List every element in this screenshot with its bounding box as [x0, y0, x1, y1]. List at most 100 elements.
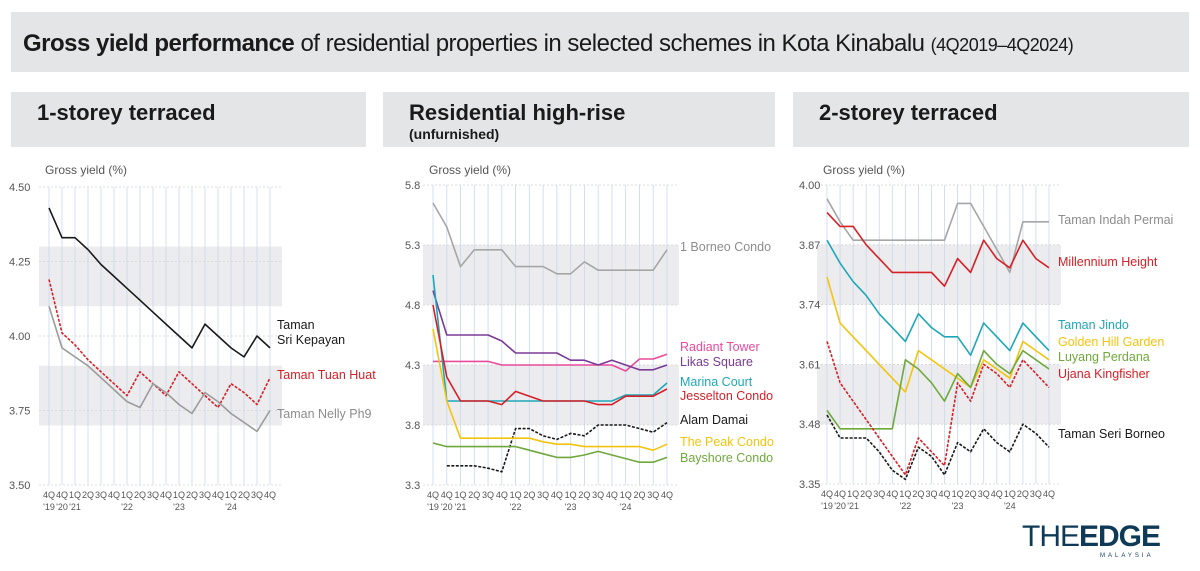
series-line-taman-jindo: [826, 239, 1050, 356]
x-tick-label: 2Q: [633, 490, 645, 500]
x-tick-label: 3Q: [251, 490, 263, 500]
y-tick-label: 5.3: [405, 240, 420, 252]
x-tick-year: '20: [441, 502, 453, 512]
x-tick-label: 3Q: [647, 490, 659, 500]
chart-panel-3: Gross yield (%)4.003.873.743.613.483.354…: [799, 163, 1173, 511]
y-tick-label: 4.00: [799, 180, 820, 192]
logo-sub: MALAYSIA: [1100, 553, 1154, 559]
y-tick-label: 4.25: [9, 257, 30, 269]
logo-the: THE: [1022, 520, 1080, 553]
x-tick-label: 1Q: [455, 490, 467, 500]
x-tick-label: 3Q: [482, 490, 494, 500]
x-tick-label: 1Q: [565, 490, 577, 500]
y-tick-label: 3.87: [799, 240, 820, 252]
x-tick-label: 3Q: [199, 490, 211, 500]
x-tick-year: '20: [56, 502, 68, 512]
x-tick-year: '22: [121, 502, 133, 512]
y-tick-label: 3.48: [799, 419, 820, 431]
x-tick-label: 2Q: [186, 490, 198, 500]
x-tick-label: 4Q: [212, 490, 224, 500]
x-tick-year: '21: [455, 502, 467, 512]
title-bold: Gross yield performance: [23, 30, 295, 57]
y-tick-label: 3.8: [405, 420, 420, 432]
x-tick-label: 4Q: [939, 489, 951, 499]
y-tick-label: 4.8: [405, 300, 420, 312]
series-label: Taman Indah Permai: [1058, 213, 1173, 227]
x-tick-label: 3Q: [873, 489, 885, 499]
series-line-likas-square: [432, 290, 668, 371]
y-tick-label: 4.50: [9, 182, 30, 194]
x-tick-year: '21: [847, 501, 859, 511]
x-tick-label: 4Q: [160, 490, 172, 500]
series-label: Sri Kepayan: [277, 333, 345, 347]
x-tick-year: '20: [834, 501, 846, 511]
series-line-taman-tuan-huat: [48, 279, 271, 409]
x-tick-label: 4Q: [886, 489, 898, 499]
y-axis-label: Gross yield (%): [429, 163, 511, 177]
x-tick-year: '24: [1004, 501, 1016, 511]
y-tick-label: 5.8: [405, 180, 420, 192]
series-label: The Peak Condo: [680, 435, 774, 449]
x-tick-label: 4Q: [427, 490, 439, 500]
grid-band: [817, 244, 1061, 305]
x-tick-label: 4Q: [606, 490, 618, 500]
x-tick-label: 2Q: [134, 490, 146, 500]
series-label: Taman Seri Borneo: [1058, 427, 1165, 441]
series-line-bayshore-condo: [432, 442, 668, 463]
x-tick-label: 4Q: [108, 490, 120, 500]
series-label: Taman Tuan Huat: [277, 368, 376, 382]
x-tick-year: '22: [510, 502, 522, 512]
x-tick-label: 4Q: [1043, 489, 1055, 499]
series-label: Radiant Tower: [680, 340, 760, 354]
panel-header-1-storey: 1-storey terraced: [11, 92, 366, 147]
title-bar: Gross yield performance of residential p…: [11, 12, 1189, 72]
x-tick-label: 3Q: [592, 490, 604, 500]
logo-edge: EDGE: [1079, 520, 1161, 553]
the-edge-logo: THEEDGE MALAYSIA: [1022, 522, 1192, 562]
series-line-radiant-tower: [433, 353, 668, 372]
x-tick-label: 4Q: [441, 490, 453, 500]
x-tick-label: 1Q: [847, 489, 859, 499]
x-tick-label: 2Q: [82, 490, 94, 500]
x-tick-label: 4Q: [496, 490, 508, 500]
series-label: Jesselton Condo: [680, 389, 773, 403]
series-line-taman-nelly-ph9: [48, 305, 271, 433]
x-tick-label: 2Q: [1017, 489, 1029, 499]
series-label: Golden Hill Garden: [1058, 335, 1164, 349]
x-tick-label: 2Q: [523, 490, 535, 500]
y-tick-label: 4.00: [9, 331, 30, 343]
x-tick-label: 3Q: [147, 490, 159, 500]
grid-band: [39, 246, 282, 307]
series-line-1-borneo-condo: [432, 202, 668, 275]
title-range: (4Q2019–4Q2024): [930, 35, 1074, 55]
x-tick-label: 4Q: [264, 490, 276, 500]
y-tick-label: 3.35: [799, 479, 820, 491]
series-line-golden-hill-garden: [826, 276, 1050, 393]
series-label: Likas Square: [680, 355, 753, 369]
series-label: Millennium Height: [1058, 255, 1158, 269]
x-tick-year: '23: [565, 502, 577, 512]
y-tick-label: 3.74: [799, 300, 820, 312]
series-line-jesselton-condo: [432, 304, 668, 406]
grid-band: [423, 245, 679, 305]
series-line-the-peak-condo: [432, 328, 668, 451]
panel-header-high-rise: Residential high-rise (unfurnished): [383, 92, 775, 147]
y-tick-label: 4.3: [405, 360, 420, 372]
x-tick-label: 4Q: [661, 490, 673, 500]
panel-header-2-storey: 2-storey terraced: [793, 92, 1189, 147]
x-tick-year: '23: [173, 502, 185, 512]
x-tick-label: 2Q: [860, 489, 872, 499]
grid-band: [39, 365, 282, 426]
series-line-luyang-perdana: [826, 349, 1050, 430]
series-label: Taman Jindo: [1058, 318, 1129, 332]
series-label: Marina Court: [680, 375, 753, 389]
x-tick-label: 1Q: [952, 489, 964, 499]
x-tick-label: 3Q: [1030, 489, 1042, 499]
panel-title-1-storey: 1-storey terraced: [37, 100, 216, 125]
series-label: Taman: [277, 318, 315, 332]
x-tick-label: 1Q: [121, 490, 133, 500]
x-tick-label: 1Q: [173, 490, 185, 500]
x-tick-label: 2Q: [468, 490, 480, 500]
series-label: Ujana Kingfisher: [1058, 367, 1150, 381]
